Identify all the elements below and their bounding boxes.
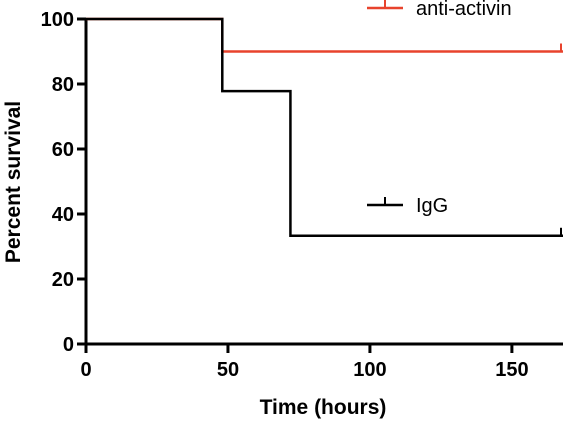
y-tick-label: 40 [52,204,74,226]
y-tick-label: 80 [52,74,74,96]
series-layer [86,17,563,238]
x-tick-label: 150 [495,359,528,381]
x-axis-title: Time (hours) [260,396,387,419]
legend-label: anti-activin [416,0,512,20]
x-tick-label: 0 [80,359,91,381]
y-tick-label: 60 [52,139,74,161]
axes: 0 20 40 60 80 100 0 50 100 150 [41,9,563,381]
x-tick-label: 50 [217,359,239,381]
y-tick-label: 20 [52,269,74,291]
y-tick-label: 100 [41,9,74,31]
y-axis-title: Percent survival [2,101,25,263]
legend: anti-activin IgG [367,0,512,217]
series-line-igg [86,17,563,238]
y-tick-label: 0 [63,334,74,356]
series-line-anti-activin [86,17,563,53]
legend-label: IgG [416,195,448,217]
x-tick-label: 100 [353,359,386,381]
